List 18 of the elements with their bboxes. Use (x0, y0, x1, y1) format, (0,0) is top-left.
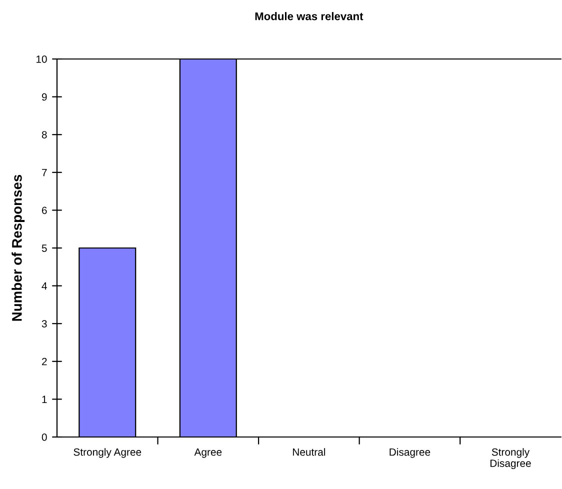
y-tick-label: 0 (42, 434, 47, 441)
y-tick-label: 6 (42, 206, 47, 214)
y-tick-label: 10 (36, 56, 47, 63)
y-tick-label: 7 (42, 169, 47, 176)
y-tick-label: 4 (42, 282, 47, 290)
y-tick-label: 8 (42, 131, 47, 138)
x-tick-label: Strongly Disagree (490, 448, 531, 470)
y-tick-label: 1 (42, 396, 47, 403)
y-axis-title: Number of Responses (12, 174, 25, 321)
y-tick-label: 5 (42, 244, 47, 252)
y-tick-label: 2 (42, 358, 47, 366)
x-tick-label: Strongly Agree (74, 448, 142, 458)
y-tick-label: 9 (42, 93, 47, 101)
y-tick-label: 3 (42, 320, 47, 328)
x-tick-label: Neutral (293, 448, 326, 456)
x-tick-label: Disagree (390, 448, 430, 458)
x-tick-label: Agree (194, 448, 222, 458)
chart-title: Module was relevant (255, 12, 364, 20)
